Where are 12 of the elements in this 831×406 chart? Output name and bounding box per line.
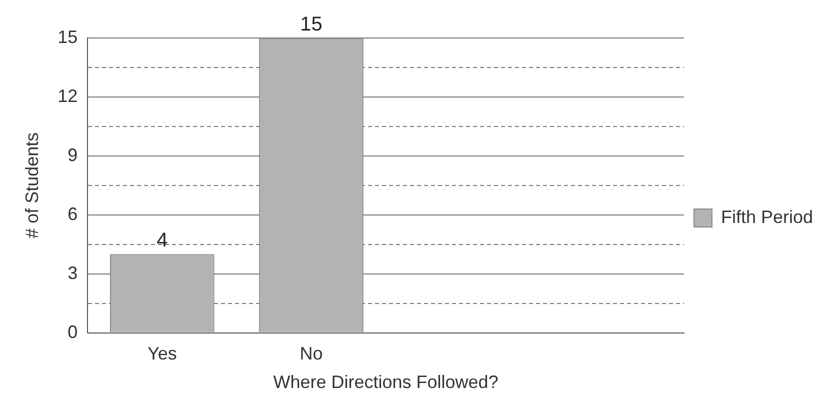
x-tick-label: Yes [147, 344, 177, 364]
y-tick-label: 0 [68, 322, 78, 342]
y-tick-label: 15 [58, 26, 78, 47]
y-tick-label: 9 [68, 144, 78, 165]
y-axis-title: # of Students [22, 132, 42, 238]
x-axis-title: Where Directions Followed? [273, 372, 498, 392]
legend-label: Fifth Period [720, 206, 814, 227]
data-label: 15 [300, 14, 322, 36]
y-tick-label: 6 [68, 204, 78, 224]
x-tick-label: No [300, 344, 323, 364]
y-tick-label: 3 [68, 262, 78, 283]
y-tick-label: 12 [58, 86, 78, 106]
